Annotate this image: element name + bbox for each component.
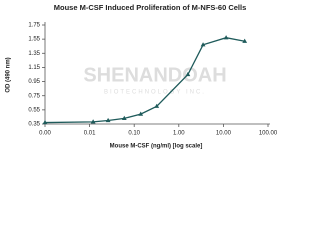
marker <box>223 35 229 40</box>
marker <box>200 42 206 47</box>
y-axis-label: OD (490 nm) <box>6 57 12 92</box>
y-tick-label: 1.15 <box>28 65 40 71</box>
x-tick-label: 0.10 <box>128 131 140 137</box>
y-tick-label: 0.35 <box>28 122 40 128</box>
watermark: SHENANDOAH <box>83 64 226 86</box>
marker <box>42 119 48 125</box>
line <box>44 37 245 124</box>
y-tick-label: 0.95 <box>28 79 40 85</box>
x-tick-label: 1.00 <box>173 131 185 137</box>
marker <box>138 111 144 116</box>
y-tick-label: 1.35 <box>28 51 40 57</box>
chart: Mouse M-CSF Induced Proliferation of M-N… <box>6 3 278 150</box>
x-tick-label: 0.00 <box>39 131 51 137</box>
x-tick-label: 100.00 <box>259 131 278 137</box>
chart-title: Mouse M-CSF Induced Proliferation of M-N… <box>54 3 247 12</box>
marker <box>242 38 248 43</box>
marker <box>105 117 111 123</box>
x-tick-label: 10.00 <box>216 131 232 137</box>
marker <box>121 115 127 120</box>
y-tick-label: 0.75 <box>28 93 40 99</box>
y-tick-label: 0.55 <box>28 107 40 113</box>
marker <box>185 71 191 77</box>
x-tick-label: 0.01 <box>84 131 96 137</box>
y-tick-label: 1.55 <box>28 37 40 43</box>
marker <box>90 119 96 124</box>
watermark: BIOTECHNOLOGY INC. <box>104 90 206 96</box>
x-axis-label: Mouse M-CSF (ng/ml) [log scale] <box>110 144 203 150</box>
y-tick-label: 1.75 <box>28 23 40 29</box>
marker <box>154 103 160 108</box>
